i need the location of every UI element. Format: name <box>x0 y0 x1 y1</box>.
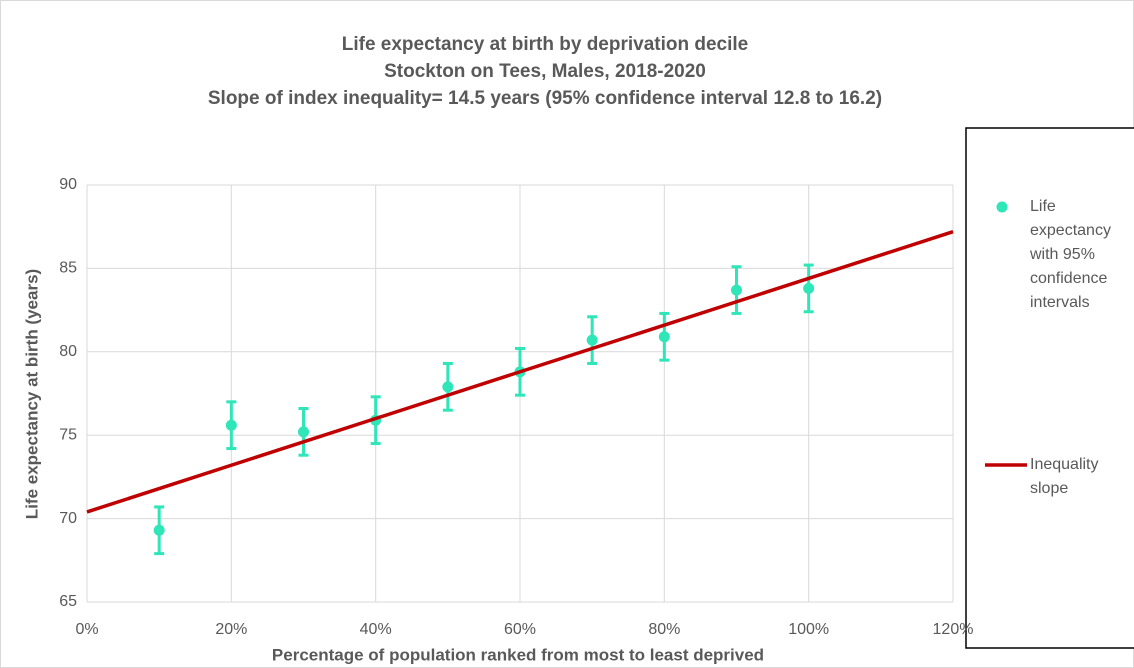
annotation: Slope of index inequality= 14.5 years (9… <box>208 88 882 109</box>
point <box>658 331 670 343</box>
legend-label: Inequality slope <box>1030 456 1099 497</box>
point <box>442 381 454 393</box>
y-tick-label: 65 <box>59 593 77 610</box>
legend-label: Life expectancy with 95% confidence inte… <box>1030 198 1111 311</box>
legend-box <box>965 127 1134 649</box>
x-tick-label: 20% <box>215 621 247 638</box>
x-tick-label: 60% <box>504 621 536 638</box>
y-tick-label: 80 <box>59 343 77 360</box>
point <box>803 282 815 294</box>
trend-line <box>86 230 954 514</box>
x-tick-label: 80% <box>648 621 680 638</box>
y-tick-label: 85 <box>59 260 77 277</box>
x-axis-label: Percentage of population ranked from mos… <box>272 645 764 664</box>
y-tick-label: 90 <box>59 176 77 193</box>
point <box>298 426 309 438</box>
x-tick-label: 100% <box>788 621 829 638</box>
x-tick-label: 120% <box>933 621 974 638</box>
legend-marker <box>996 201 1008 213</box>
point <box>153 524 165 536</box>
chart-title: Life expectancy at birth by deprivation … <box>342 34 749 55</box>
point <box>586 334 598 346</box>
x-tick-label: 40% <box>360 621 392 638</box>
x-tick-label: 0% <box>75 621 98 638</box>
y-axis-label: Life expectancy at birth (years) <box>22 269 41 519</box>
chart-subtitle: Stockton on Tees, Males, 2018-2020 <box>384 61 706 82</box>
y-tick-label: 70 <box>59 510 77 527</box>
y-tick-label: 75 <box>59 426 77 443</box>
point <box>731 284 742 296</box>
point <box>225 419 237 431</box>
